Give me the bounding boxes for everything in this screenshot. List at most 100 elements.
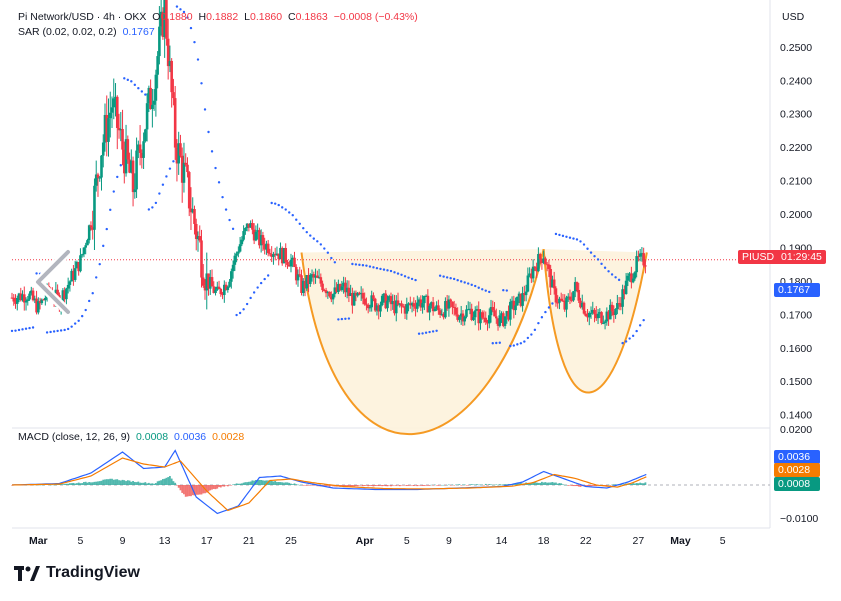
candle-body bbox=[208, 277, 212, 289]
candle-body bbox=[84, 245, 87, 248]
macd-histogram-bar bbox=[498, 484, 501, 485]
macd-histogram-bar bbox=[288, 482, 291, 485]
candle-body bbox=[44, 297, 47, 301]
macd-histogram-bar bbox=[577, 485, 580, 487]
macd-histogram-bar bbox=[532, 481, 535, 485]
candle-body bbox=[531, 266, 535, 279]
candle-body bbox=[621, 289, 624, 307]
candle-body bbox=[624, 280, 628, 295]
sar-dot bbox=[631, 334, 635, 338]
candle-body bbox=[491, 307, 495, 311]
macd-histogram-bar bbox=[235, 483, 238, 485]
macd-histogram-bar bbox=[137, 481, 140, 485]
time-tick-label: 13 bbox=[159, 535, 171, 547]
candle-body bbox=[470, 308, 474, 320]
sar-dot bbox=[84, 308, 87, 312]
candle-body bbox=[340, 286, 344, 291]
macd-histogram-bar bbox=[263, 480, 266, 485]
sar-dot bbox=[273, 202, 277, 205]
macd-histogram-bar bbox=[135, 482, 138, 485]
sar-dot bbox=[165, 175, 168, 178]
sar-dot bbox=[179, 8, 182, 11]
sar-dot bbox=[603, 266, 607, 269]
candle-body bbox=[368, 307, 372, 309]
candle-body bbox=[338, 284, 342, 291]
candle-body bbox=[401, 306, 405, 308]
macd-histogram-bar bbox=[574, 485, 577, 487]
macd-histogram-bar bbox=[479, 484, 482, 486]
candle-body bbox=[215, 286, 219, 290]
candle-body bbox=[200, 240, 203, 278]
macd-histogram-bar bbox=[253, 480, 256, 485]
sar-dot bbox=[389, 269, 393, 273]
macd-histogram-bar bbox=[139, 482, 141, 485]
candle-body bbox=[424, 295, 428, 297]
macd-histogram-bar bbox=[462, 484, 464, 486]
candle-body bbox=[468, 308, 472, 310]
macd-histogram-bar bbox=[211, 485, 213, 490]
candle-body bbox=[493, 310, 496, 317]
candle-body bbox=[565, 297, 568, 310]
candle-body bbox=[142, 141, 145, 158]
chevron-left-icon bbox=[36, 250, 70, 314]
candle-body bbox=[144, 129, 147, 142]
candle-body bbox=[324, 290, 328, 294]
sar-dot bbox=[449, 276, 452, 280]
time-tick-label: 25 bbox=[285, 535, 297, 547]
sar-dot bbox=[435, 329, 438, 332]
macd-histogram-bar bbox=[362, 485, 364, 487]
macd-histogram-bar bbox=[177, 485, 180, 488]
candle-body bbox=[93, 185, 96, 230]
macd-histogram-bar bbox=[205, 485, 208, 493]
candle-body bbox=[72, 270, 75, 280]
candle-body bbox=[361, 292, 365, 299]
scroll-left-button[interactable] bbox=[33, 247, 73, 317]
candle-body bbox=[228, 281, 231, 287]
sar-dot bbox=[628, 337, 631, 340]
sar-dot bbox=[442, 275, 445, 278]
candle-body bbox=[372, 295, 375, 299]
sar-dot bbox=[221, 195, 224, 199]
macd-histogram-bar bbox=[161, 479, 164, 485]
sar-dot bbox=[140, 90, 144, 93]
macd-histogram-bar bbox=[553, 482, 556, 485]
macd-histogram-bar bbox=[170, 478, 173, 485]
sar-dot bbox=[386, 269, 389, 272]
macd-histogram-bar bbox=[114, 479, 117, 485]
sar-dot bbox=[63, 328, 66, 332]
sar-dot bbox=[477, 286, 480, 289]
macd-histogram-bar bbox=[356, 485, 359, 487]
sar-dot bbox=[295, 218, 298, 221]
sar-dot bbox=[467, 282, 470, 285]
sar-dot bbox=[509, 344, 512, 348]
candle-body bbox=[56, 289, 59, 296]
macd-hist-value: 0.0008 bbox=[135, 431, 169, 443]
candle-body bbox=[226, 286, 230, 290]
sar-dot bbox=[431, 330, 435, 333]
macd-signal-value: 0.0028 bbox=[212, 431, 245, 443]
candle-body bbox=[321, 283, 324, 291]
sar-dot bbox=[312, 237, 315, 240]
candle-body bbox=[459, 313, 463, 317]
macd-histogram-bar bbox=[351, 485, 354, 487]
candle-body bbox=[640, 253, 644, 255]
macd-histogram-bar bbox=[637, 483, 640, 485]
sar-dot bbox=[610, 273, 614, 276]
candle-body bbox=[82, 247, 86, 255]
sar-dot bbox=[151, 206, 154, 209]
sar-dot bbox=[621, 341, 624, 345]
macd-histogram-bar bbox=[279, 482, 282, 485]
macd-histogram-bar bbox=[363, 485, 366, 486]
macd-histogram-bar bbox=[221, 485, 224, 487]
candle-body bbox=[382, 293, 386, 296]
sar-dot bbox=[323, 247, 326, 250]
macd-histogram-bar bbox=[149, 483, 152, 485]
macd-histogram-bar bbox=[435, 485, 438, 486]
candle-body bbox=[117, 127, 121, 131]
macd-hist-tag: 0.0008 bbox=[774, 477, 820, 491]
candle-body bbox=[114, 96, 117, 99]
tradingview-logo[interactable]: TradingView bbox=[14, 564, 140, 582]
sar-dot bbox=[512, 344, 516, 347]
